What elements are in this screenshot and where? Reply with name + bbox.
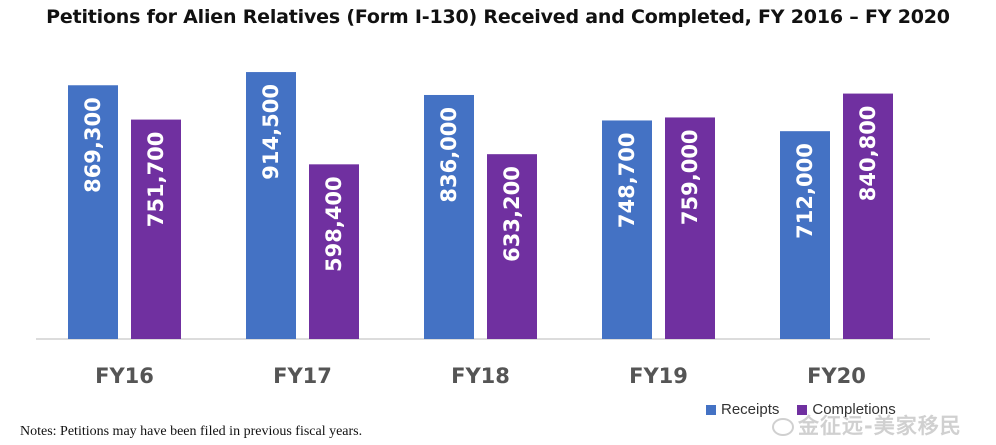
bar-receipts-fy17 [246,72,296,339]
value-labels-layer: 869,300 751,700 914,500 598,400 836,000 633,2… [81,84,880,272]
chart-notes: Notes: Petitions may have been filed in … [20,424,363,439]
value-label-completions-fy20: 840,800 [856,106,880,202]
value-label-completions-fy16: 751,700 [144,132,168,228]
category-label-fy17: FY17 [273,364,332,388]
category-label-fy19: FY19 [629,364,688,388]
bar-receipts-fy18 [424,94,474,339]
legend-item-completions: Completions [797,401,896,418]
legend: Receipts Completions [706,401,914,418]
legend-label-completions: Completions [812,401,896,418]
value-label-receipts-fy17: 914,500 [259,84,283,180]
value-label-completions-fy18: 633,200 [500,166,524,262]
watermark-logo-icon [772,418,794,436]
legend-label-receipts: Receipts [721,401,780,418]
bar-completions-fy16 [131,119,181,339]
legend-swatch-receipts [706,404,716,415]
category-label-fy18: FY18 [451,364,510,388]
value-label-receipts-fy19: 748,700 [615,132,639,228]
watermark: 金征远-美家移民 [772,410,962,440]
bar-completions-fy19 [665,117,715,339]
legend-item-receipts: Receipts [706,401,779,418]
bars-layer [68,72,893,339]
value-label-receipts-fy20: 712,000 [793,143,817,239]
bar-completions-fy18 [487,154,537,339]
chart-title: Petitions for Alien Relatives (Form I-13… [46,6,950,28]
category-labels-layer: FY16 FY17 FY18 FY19 FY20 [95,364,866,388]
bar-completions-fy20 [843,93,893,339]
bar-receipts-fy16 [68,85,118,339]
category-label-fy16: FY16 [95,364,154,388]
watermark-text: 金征远-美家移民 [798,414,962,438]
bar-completions-fy17 [309,164,359,339]
bar-receipts-fy19 [602,120,652,339]
value-label-completions-fy17: 598,400 [322,176,346,272]
value-label-receipts-fy18: 836,000 [437,107,461,203]
value-label-receipts-fy16: 869,300 [81,97,105,193]
legend-swatch-completions [797,404,808,415]
category-label-fy20: FY20 [807,364,866,388]
bar-receipts-fy20 [780,131,830,339]
value-label-completions-fy19: 759,000 [678,129,702,225]
